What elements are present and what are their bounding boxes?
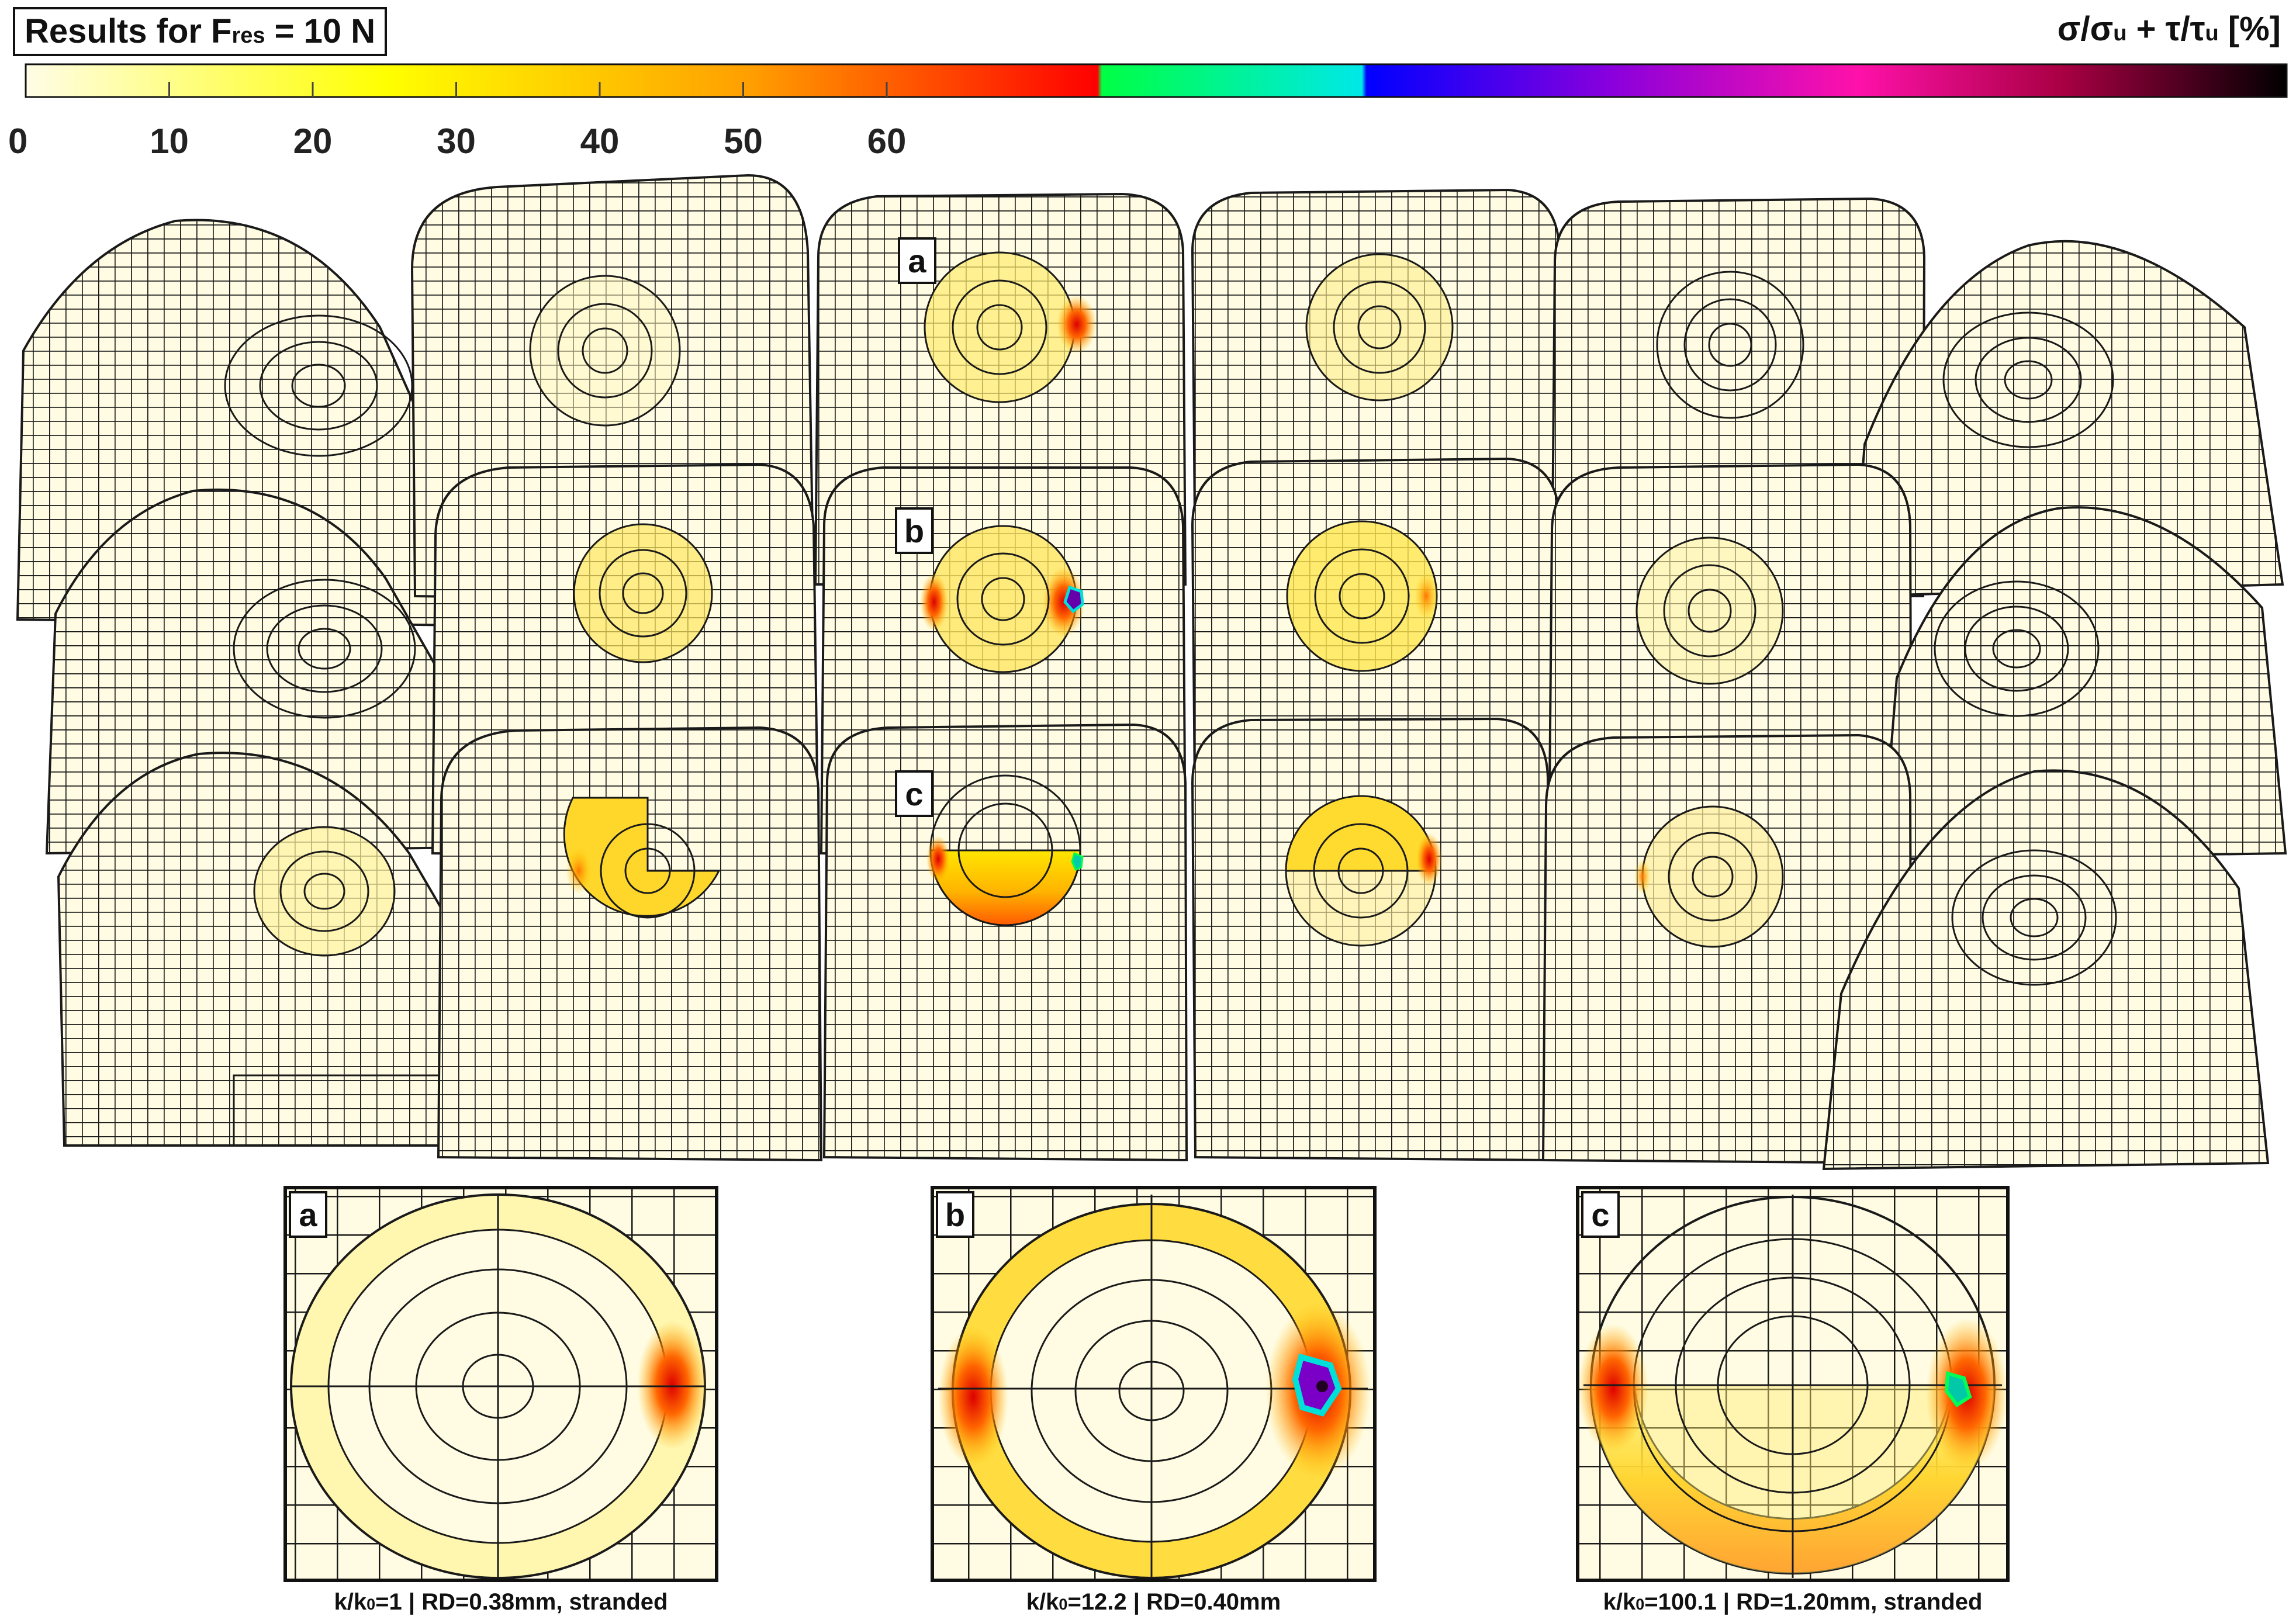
title-subscript: res bbox=[231, 23, 265, 48]
svg-text:a: a bbox=[908, 243, 926, 279]
title-suffix: = 10 N bbox=[265, 12, 376, 50]
color-bar-tick-label-10: 10 bbox=[150, 122, 189, 161]
figure-title: Results for Fres = 10 N bbox=[13, 7, 388, 56]
tooth-r3-2 bbox=[437, 726, 823, 1162]
color-bar-tick-labels: 0 10 20 30 40 50 60 bbox=[8, 122, 906, 161]
title-prefix: Results for F bbox=[25, 12, 232, 50]
tooth-r3-3 bbox=[822, 723, 1188, 1162]
svg-text:c: c bbox=[1591, 1196, 1609, 1233]
color-bar bbox=[25, 63, 2288, 98]
caption-panel-c: k/k0=100.1 | RD=1.20mm, stranded bbox=[1603, 1589, 1983, 1615]
tooth-label-b: b bbox=[895, 507, 933, 554]
svg-text:a: a bbox=[299, 1196, 317, 1233]
svg-text:b: b bbox=[904, 513, 924, 549]
tooth-label-c: c bbox=[895, 770, 933, 817]
color-bar-tick-label-50: 50 bbox=[724, 122, 763, 161]
tooth-r2-1 bbox=[45, 488, 469, 855]
detail-panel-c: c bbox=[1576, 1186, 2010, 1582]
tooth-r3-5 bbox=[1541, 733, 1913, 1165]
tooth-r3-1 bbox=[57, 752, 516, 1147]
caption-panel-a: k/k0=1 | RD=0.38mm, stranded bbox=[334, 1589, 668, 1615]
color-bar-tick-label-60: 60 bbox=[867, 122, 907, 161]
caption-panel-b: k/k0=12.2 | RD=0.40mm bbox=[1026, 1589, 1281, 1615]
teeth-mesh-grid bbox=[16, 174, 2287, 1171]
svg-text:c: c bbox=[905, 776, 923, 812]
color-bar-tick-marks bbox=[168, 82, 888, 97]
legend-label-sub-2: u bbox=[2205, 21, 2219, 46]
tooth-r3-4 bbox=[1191, 717, 1552, 1162]
legend-label-part-3: [%] bbox=[2218, 10, 2281, 48]
tooth-label-a: a bbox=[898, 237, 936, 284]
legend-label-part-2: + τ/τ bbox=[2126, 10, 2205, 48]
tooth-r3-6 bbox=[1822, 769, 2270, 1171]
svg-text:b: b bbox=[945, 1196, 965, 1233]
tooth-r1-6 bbox=[1851, 240, 2284, 598]
detail-panel-b: b bbox=[931, 1186, 1377, 1582]
legend-title: σ/σu + τ/τu [%] bbox=[2058, 8, 2281, 54]
detail-panel-a: a bbox=[283, 1186, 718, 1582]
legend-label-sub-1: u bbox=[2113, 21, 2127, 46]
tooth-r2-6 bbox=[1880, 506, 2287, 861]
color-bar-tick-label-0: 0 bbox=[8, 122, 27, 161]
color-bar-tick-label-40: 40 bbox=[580, 122, 620, 161]
legend-label-part-1: σ/σ bbox=[2057, 10, 2114, 48]
color-bar-tick-label-30: 30 bbox=[437, 122, 476, 161]
color-bar-tick-label-20: 20 bbox=[293, 122, 333, 161]
